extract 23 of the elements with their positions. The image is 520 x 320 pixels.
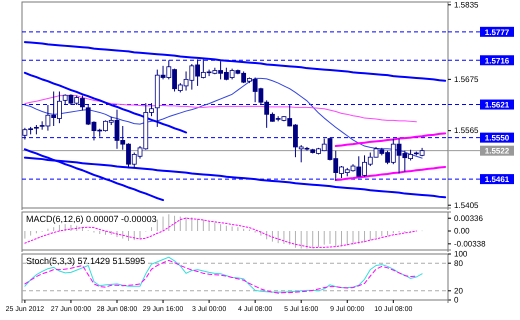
y-tick-label: 1.5405 <box>454 200 480 210</box>
chart-title: Stoch(5,3,3) 57.1429 51.5995 <box>26 256 146 266</box>
chart-title: MACD(6,12,6) 0.00007 -0.00003 <box>26 214 157 224</box>
y-tick-label: 0.00336 <box>454 214 484 223</box>
ref-line-label: 1.5522 <box>484 146 510 156</box>
y-tick-label: 80 <box>454 258 464 268</box>
y-tick-label: 0 <box>454 296 459 305</box>
line-series <box>24 95 417 122</box>
y-tick-label: 20 <box>454 286 464 296</box>
ref-line-label: 1.5777 <box>484 28 510 37</box>
ref-line-label: 1.5716 <box>484 56 510 66</box>
line-series <box>334 132 446 148</box>
candlestick <box>34 124 39 135</box>
line-series <box>24 218 417 248</box>
y-tick-label: 1.5835 <box>454 0 480 10</box>
y-tick-label: 0.00 <box>454 226 470 236</box>
ref-line-label: 1.5461 <box>484 175 510 184</box>
ref-line-label: 1.5621 <box>484 100 510 110</box>
y-tick-label: 1.5675 <box>454 74 480 84</box>
y-tick-label: 1.5565 <box>454 126 480 136</box>
ref-line-label: 1.5550 <box>484 134 510 143</box>
y-tick-label: 100 <box>454 250 468 259</box>
y-tick-label: -0.00338 <box>454 239 486 248</box>
